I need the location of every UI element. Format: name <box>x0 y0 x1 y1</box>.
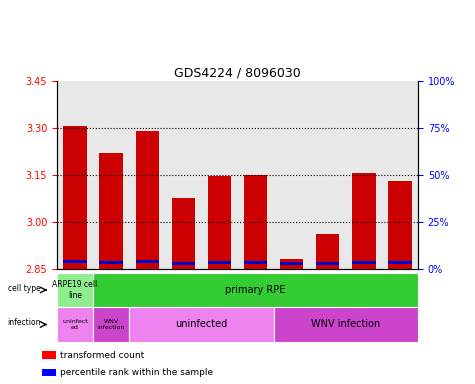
Text: percentile rank within the sample: percentile rank within the sample <box>60 368 213 377</box>
Title: GDS4224 / 8096030: GDS4224 / 8096030 <box>174 66 301 79</box>
Text: uninfected: uninfected <box>175 319 228 329</box>
Bar <box>99 153 123 269</box>
Text: transformed count: transformed count <box>60 351 144 360</box>
Bar <box>274 81 310 269</box>
Bar <box>129 81 165 269</box>
Text: uninfect
ed: uninfect ed <box>62 319 88 330</box>
Bar <box>280 260 304 269</box>
Text: WNV infection: WNV infection <box>311 319 380 329</box>
Bar <box>316 262 340 265</box>
Bar <box>208 261 231 264</box>
Bar <box>135 260 159 263</box>
Bar <box>346 81 382 269</box>
Bar <box>63 260 87 263</box>
Bar <box>57 273 93 307</box>
Bar <box>99 261 123 265</box>
Bar <box>280 262 304 265</box>
Bar <box>238 81 274 269</box>
Bar <box>352 173 376 269</box>
Bar <box>57 307 93 342</box>
Bar <box>201 81 238 269</box>
Bar <box>171 262 195 265</box>
Bar <box>244 261 267 264</box>
Bar <box>244 175 267 269</box>
Bar <box>93 307 129 342</box>
Text: ARPE19 cell
line: ARPE19 cell line <box>52 280 98 300</box>
Bar <box>171 198 195 269</box>
Bar <box>42 369 56 376</box>
Bar <box>310 81 346 269</box>
Text: primary RPE: primary RPE <box>225 285 286 295</box>
Bar <box>208 176 231 269</box>
Bar <box>93 81 129 269</box>
Bar <box>63 126 87 269</box>
Bar <box>42 351 56 359</box>
Bar <box>352 261 376 265</box>
Bar <box>274 307 418 342</box>
Bar <box>316 234 340 269</box>
Bar <box>388 181 412 269</box>
Text: infection: infection <box>8 318 41 327</box>
Bar <box>135 131 159 269</box>
Bar <box>388 261 412 265</box>
Bar <box>57 81 93 269</box>
Bar <box>129 307 274 342</box>
Text: WNV
infection: WNV infection <box>97 319 125 330</box>
Text: cell type: cell type <box>8 284 41 293</box>
Bar <box>382 81 418 269</box>
Bar <box>165 81 201 269</box>
